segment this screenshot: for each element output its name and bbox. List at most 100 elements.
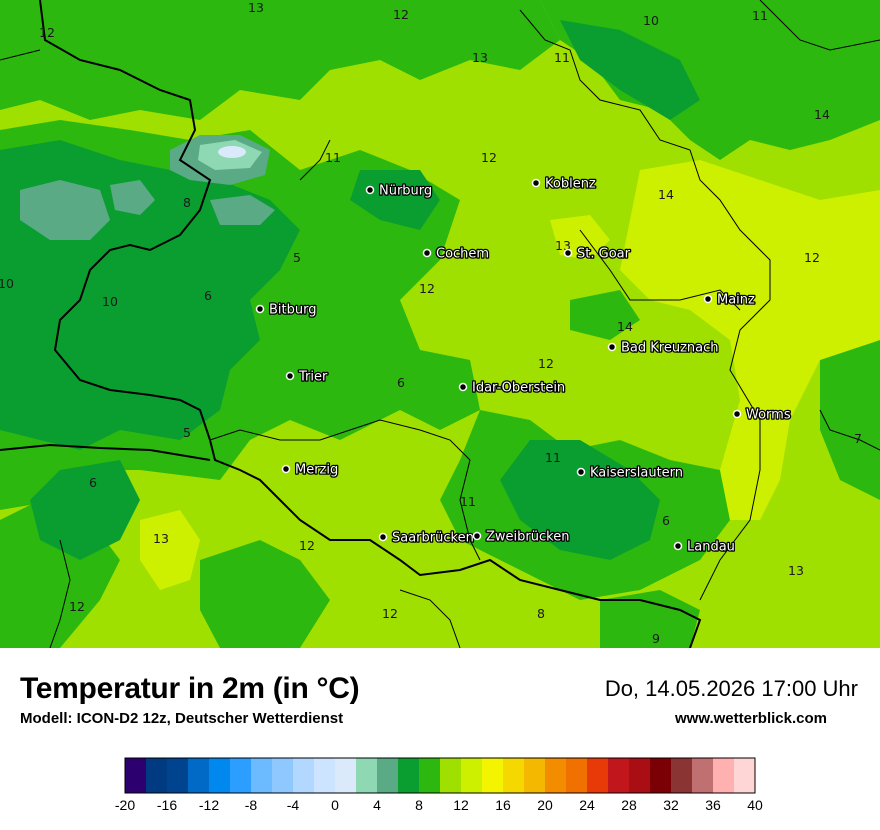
city-label: Trier	[298, 370, 328, 385]
city-label: Worms	[746, 408, 791, 423]
legend-swatch	[629, 758, 651, 793]
isotherm-label: 12	[419, 281, 435, 296]
isotherm-label: 12	[804, 250, 820, 265]
city-label: Cochem	[436, 247, 489, 262]
map-footer: Temperatur in 2m (in °C) Modell: ICON-D2…	[0, 648, 880, 830]
city-marker: Landau	[673, 538, 736, 556]
city-dot	[732, 409, 742, 419]
city-marker: Bad Kreuznach	[607, 339, 720, 357]
legend-swatch	[188, 758, 210, 793]
temp-zone-0-2	[218, 146, 246, 158]
city-label: Saarbrücken	[392, 531, 474, 546]
city-label: Landau	[687, 540, 735, 555]
legend-tick-label: 4	[373, 797, 381, 813]
isotherm-label: 10	[0, 276, 14, 291]
state-borders	[0, 0, 880, 648]
temperature-legend: -20 -16 -12 -8 -4 0 4 8 12 16 20 24 28 32 36 40	[115, 757, 763, 813]
isotherm-label: 10	[102, 294, 118, 309]
city-dot	[458, 382, 468, 392]
isotherm-label: 13	[248, 0, 264, 15]
city-marker: Koblenz	[531, 175, 597, 193]
legend-swatch	[209, 758, 231, 793]
legend-swatch	[398, 758, 420, 793]
legend-swatch	[377, 758, 399, 793]
legend-tick-label: 40	[747, 797, 763, 813]
legend-tick-label: 12	[453, 797, 469, 813]
legend-swatch	[671, 758, 693, 793]
city-label: Merzig	[295, 463, 338, 478]
city-label: St. Goar	[577, 247, 631, 262]
city-marker: Saarbrücken	[378, 529, 475, 547]
legend-swatch	[167, 758, 189, 793]
legend-swatch	[293, 758, 315, 793]
isotherm-label: 6	[204, 288, 212, 303]
isotherm-label: 14	[658, 187, 674, 202]
legend-swatch	[461, 758, 483, 793]
isotherm-label: 12	[39, 25, 55, 40]
temp-zone-14-16	[140, 160, 880, 590]
legend-swatch	[545, 758, 567, 793]
isotherm-label: 11	[554, 50, 570, 65]
city-marker: Kaiserslautern	[576, 464, 684, 482]
website-link[interactable]: www.wetterblick.com	[675, 710, 827, 727]
city-dot	[673, 541, 683, 551]
isotherm-label: 14	[617, 319, 633, 334]
city-dot	[281, 464, 291, 474]
city-dot	[285, 371, 295, 381]
city-marker: Mainz	[703, 291, 756, 309]
city-marker: Zweibrücken	[472, 528, 571, 546]
legend-tick-label: -12	[199, 797, 219, 813]
legend-tick-label: 0	[331, 797, 339, 813]
isotherm-label: 5	[293, 250, 301, 265]
city-dot	[422, 248, 432, 258]
isotherm-label: 7	[854, 431, 862, 446]
city-dot	[576, 467, 586, 477]
city-dot	[255, 304, 265, 314]
city-dot	[607, 342, 617, 352]
legend-swatch	[125, 758, 147, 793]
legend-swatch	[608, 758, 630, 793]
isotherm-label: 6	[662, 513, 670, 528]
legend-swatch	[650, 758, 672, 793]
temperature-map: 13 12 12 10 11 13 11 11 12 14 8 13 5 10 6 12 14 12 12 6 14 5 1…	[0, 0, 880, 648]
legend-tick-label: -16	[157, 797, 177, 813]
isotherm-label: 8	[537, 606, 545, 621]
legend-tick-label: 8	[415, 797, 423, 813]
isotherm-label: 13	[788, 563, 804, 578]
isotherm-label: 14	[814, 107, 830, 122]
isotherm-label: 12	[393, 7, 409, 22]
legend-tick-label: -20	[115, 797, 135, 813]
city-label: Zweibrücken	[486, 530, 569, 545]
legend-swatch	[524, 758, 546, 793]
legend-tick-label: 16	[495, 797, 511, 813]
forecast-datetime: Do, 14.05.2026 17:00 Uhr	[604, 676, 858, 701]
legend-swatch	[566, 758, 588, 793]
city-dot	[472, 531, 482, 541]
country-borders	[0, 0, 702, 648]
city-marker: Worms	[732, 406, 792, 424]
legend-tick-label: 32	[663, 797, 679, 813]
legend-tick-label: 24	[579, 797, 595, 813]
isotherm-label: 12	[382, 606, 398, 621]
isotherm-label: 11	[545, 450, 561, 465]
legend-swatch	[440, 758, 462, 793]
legend-frame	[124, 757, 756, 794]
isotherm-label: 8	[183, 195, 191, 210]
isotherm-label: 12	[481, 150, 497, 165]
isotherm-label: 12	[69, 599, 85, 614]
legend-tick-label: -8	[245, 797, 258, 813]
legend-tick-label: 28	[621, 797, 637, 813]
city-marker: Idar-Oberstein	[458, 379, 566, 397]
city-dot	[531, 178, 541, 188]
city-markers: Nürburg Koblenz Cochem St. Goar Bitburg Mainz…	[255, 175, 792, 556]
isotherm-labels: 13 12 12 10 11 13 11 11 12 14 8 13 5 10 6 12 14 12 12 6 14 5 1…	[0, 0, 862, 646]
city-dot	[703, 294, 713, 304]
isotherm-label: 10	[643, 13, 659, 28]
legend-swatch	[146, 758, 168, 793]
isotherm-label: 6	[89, 475, 97, 490]
city-dot	[378, 532, 388, 542]
isotherm-label: 12	[538, 356, 554, 371]
isotherm-label: 11	[752, 8, 768, 23]
isotherm-label: 6	[397, 375, 405, 390]
city-label: Nürburg	[379, 184, 432, 199]
